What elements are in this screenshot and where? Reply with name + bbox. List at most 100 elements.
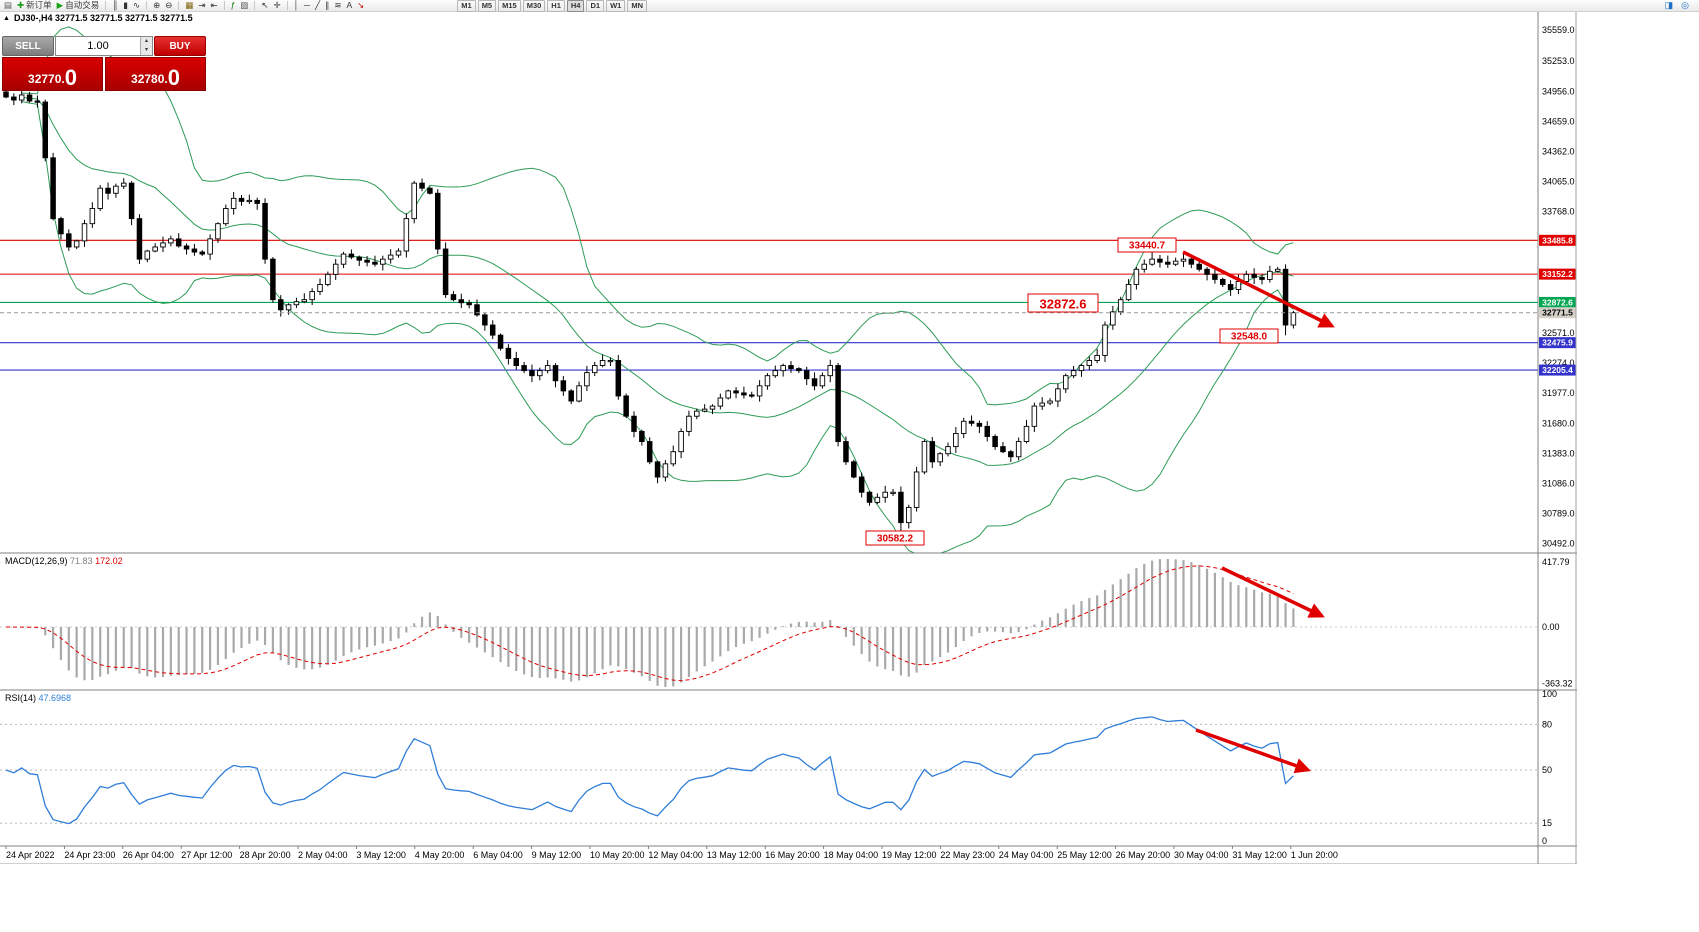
line-chart-icon[interactable]: ∿ (131, 0, 142, 11)
timeframe-m5[interactable]: M5 (477, 0, 497, 12)
timeframe-d1[interactable]: D1 (586, 0, 605, 12)
svg-text:50: 50 (1542, 765, 1552, 775)
svg-text:100: 100 (1542, 689, 1557, 699)
cursor-icon: ↖ (261, 0, 269, 10)
svg-text:16 May 20:00: 16 May 20:00 (765, 850, 820, 860)
sell-price[interactable]: 32770. 0 (2, 57, 103, 91)
svg-text:33768.0: 33768.0 (1542, 207, 1575, 217)
timeframe-m30[interactable]: M30 (522, 0, 546, 12)
toolbar-separator (223, 1, 225, 10)
buy-button[interactable]: BUY (154, 36, 206, 56)
chart-window: 35559.0 35253.0 34956.0 34659.0 34362.0 34065… (0, 12, 1577, 864)
svg-text:417.79: 417.79 (1542, 557, 1570, 567)
sell-button[interactable]: SELL (2, 36, 54, 56)
macd-signal-line (5, 565, 1294, 682)
svg-text:30492.0: 30492.0 (1542, 539, 1575, 549)
crosshair-icon[interactable]: ✛ (272, 0, 283, 11)
new-order-button[interactable]: ✚ 新订单 (15, 0, 54, 11)
timeframe-m15[interactable]: M15 (498, 0, 521, 12)
macd-label: MACD(12,26,9) 71.83 172.02 (5, 556, 123, 566)
chart-window-icon[interactable]: ▤ (2, 0, 14, 11)
text-label-icon[interactable]: A (344, 0, 354, 11)
chart-shift-icon[interactable]: ⇤ (208, 0, 219, 11)
svg-text:30789.0: 30789.0 (1542, 509, 1575, 519)
timeframe-mn[interactable]: MN (627, 0, 647, 12)
svg-text:0: 0 (1542, 836, 1547, 846)
price-callout[interactable]: 33440.7 (1117, 237, 1177, 253)
svg-text:31086.0: 31086.0 (1542, 479, 1575, 489)
zoom-in-icon[interactable]: ⊕ (151, 0, 162, 11)
bar-chart-icon[interactable]: ║ (110, 0, 120, 11)
search-icon: ◎ (1681, 0, 1689, 10)
channel-icon[interactable]: ∥ (323, 0, 331, 11)
volume-input[interactable] (56, 37, 140, 55)
svg-text:32872.6: 32872.6 (1040, 297, 1087, 312)
fibonacci-icon[interactable]: ≋ (332, 0, 343, 11)
chart-canvas[interactable]: 35559.0 35253.0 34956.0 34659.0 34362.0 34065… (0, 12, 1577, 864)
auto-scroll-icon[interactable]: ⇥ (196, 0, 207, 11)
autotrading-icon: ▶ (56, 0, 64, 10)
price-callout[interactable]: 32872.6 (1027, 293, 1099, 313)
current-price-label: 32771.5 (1539, 307, 1576, 319)
new-order-icon: ✚ (17, 0, 25, 10)
timeframe-h4[interactable]: H4 (566, 0, 585, 12)
svg-text:0.00: 0.00 (1542, 622, 1560, 632)
svg-text:22 May 23:00: 22 May 23:00 (940, 850, 995, 860)
trend-arrow-macd[interactable] (1221, 566, 1325, 618)
volume-down-icon[interactable]: ▾ (144, 47, 148, 53)
symbol-ohlc-line: ▲ DJ30-,H4 32771.5 32771.5 32771.5 32771… (3, 13, 193, 23)
bar-chart-icon: ║ (112, 0, 119, 10)
indicators-icon[interactable]: ƒ (229, 0, 238, 11)
tile-windows-icon: ▦ (185, 0, 194, 10)
trend-arrow-rsi[interactable] (1195, 728, 1311, 774)
price-callout[interactable]: 32548.0 (1219, 328, 1279, 344)
svg-text:32475.9: 32475.9 (1542, 338, 1573, 348)
buy-price[interactable]: 32780. 0 (105, 57, 206, 91)
toolbar-separator (178, 1, 180, 10)
svg-text:34659.0: 34659.0 (1542, 116, 1575, 126)
svg-text:6 May 04:00: 6 May 04:00 (473, 850, 523, 860)
svg-text:13 May 12:00: 13 May 12:00 (707, 850, 762, 860)
autotrading-button[interactable]: ▶ 自动交易 (55, 0, 102, 11)
templates-icon[interactable]: ▧ (238, 0, 250, 11)
timeframe-w1[interactable]: W1 (606, 0, 626, 12)
panel-toggle-icon[interactable]: ◨ (1663, 0, 1676, 11)
arrow-object-icon: ↘ (357, 0, 365, 10)
sell-price-pip: 0 (64, 65, 77, 90)
time-axis[interactable]: 24 Apr 2022 24 Apr 23:00 26 Apr 04:00 27 Ap… (5, 846, 1338, 860)
svg-text:3 May 12:00: 3 May 12:00 (356, 850, 406, 860)
horizontal-level-lines[interactable] (0, 239, 1538, 371)
svg-text:30 May 04:00: 30 May 04:00 (1174, 850, 1229, 860)
arrow-object-icon[interactable]: ↘ (355, 0, 366, 11)
one-click-panel-toggle-icon[interactable]: ▲ (3, 14, 10, 22)
main-toolbar: ▤ ✚ 新订单 ▶ 自动交易 ║ ▮ ∿ ⊕ ⊖ ▦ ⇥ ⇤ ƒ ▧ ↖ ✛ │ ─ ╱ ∥ ≋ A ↘ M1 M5 M15 M30… (0, 0, 1699, 12)
trendline-icon[interactable]: ╱ (313, 0, 322, 11)
line-chart-icon: ∿ (132, 0, 141, 10)
timeframe-h1[interactable]: H1 (547, 0, 565, 12)
volume-up-icon[interactable]: ▴ (144, 38, 148, 44)
tile-windows-icon[interactable]: ▦ (183, 0, 195, 11)
volume-input-wrap: ▴ ▾ (55, 36, 153, 56)
price-callout[interactable]: 30582.2 (865, 530, 925, 546)
price-axis[interactable]: 35559.0 35253.0 34956.0 34659.0 34362.0 34065… (1539, 25, 1576, 846)
svg-text:32548.0: 32548.0 (1231, 332, 1268, 343)
trend-arrow-price[interactable] (1182, 250, 1335, 328)
svg-text:18 May 04:00: 18 May 04:00 (824, 850, 879, 860)
vertical-line-icon[interactable]: │ (292, 0, 301, 11)
volume-spinner: ▴ ▾ (140, 37, 152, 55)
horizontal-line-icon[interactable]: ─ (302, 0, 312, 11)
horizontal-line-icon: ─ (303, 0, 310, 10)
vertical-line-icon: │ (293, 0, 299, 10)
svg-text:24 Apr 23:00: 24 Apr 23:00 (64, 850, 115, 860)
svg-text:2 May 04:00: 2 May 04:00 (298, 850, 348, 860)
timeframe-m1[interactable]: M1 (457, 0, 476, 12)
svg-text:34956.0: 34956.0 (1542, 86, 1575, 96)
candlestick-chart-icon[interactable]: ▮ (121, 0, 130, 11)
search-icon[interactable]: ◎ (1679, 0, 1691, 11)
toolbar-separator (146, 1, 148, 10)
zoom-out-icon[interactable]: ⊖ (163, 0, 174, 11)
svg-text:28 Apr 20:00: 28 Apr 20:00 (240, 850, 291, 860)
new-order-button-label: 新订单 (26, 0, 52, 10)
cursor-icon[interactable]: ↖ (259, 0, 270, 11)
svg-text:34362.0: 34362.0 (1542, 147, 1575, 157)
